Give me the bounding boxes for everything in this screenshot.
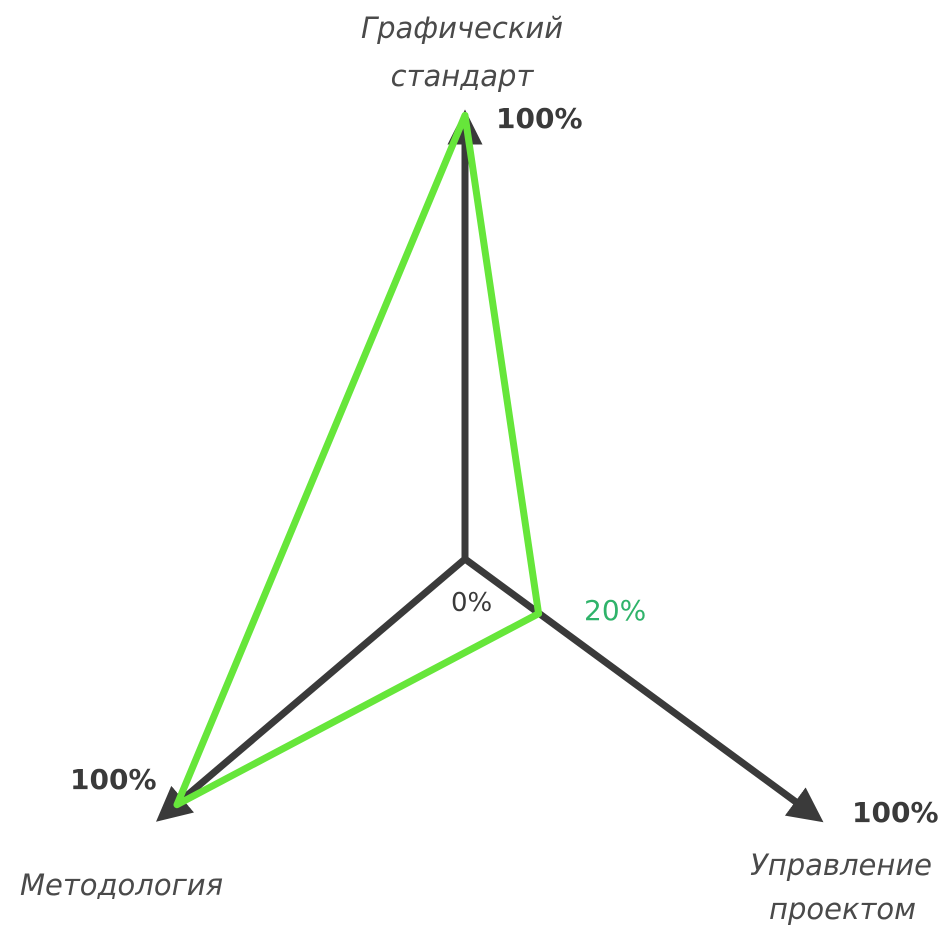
axis-line-project-management [462, 556, 824, 823]
axis-max-label-methodology: 100% [70, 763, 157, 796]
axis-max-label-project-management: 100% [852, 796, 939, 829]
axis-name-project-management-line1: Управление [750, 848, 932, 882]
data-polygon [173, 111, 543, 809]
axis-max-label-graphic-standard: 100% [496, 102, 583, 135]
axis-name-project-management-line2: проектом [769, 892, 916, 926]
axis-name-methodology: Методология [20, 868, 223, 902]
value-label-project-management: 20% [584, 594, 646, 627]
axis-line-methodology [156, 556, 468, 822]
axis-name-graphic-standard-line2: стандарт [391, 59, 535, 93]
origin-label: 0% [451, 588, 492, 618]
axis-name-graphic-standard-line1: Графический [361, 11, 563, 45]
